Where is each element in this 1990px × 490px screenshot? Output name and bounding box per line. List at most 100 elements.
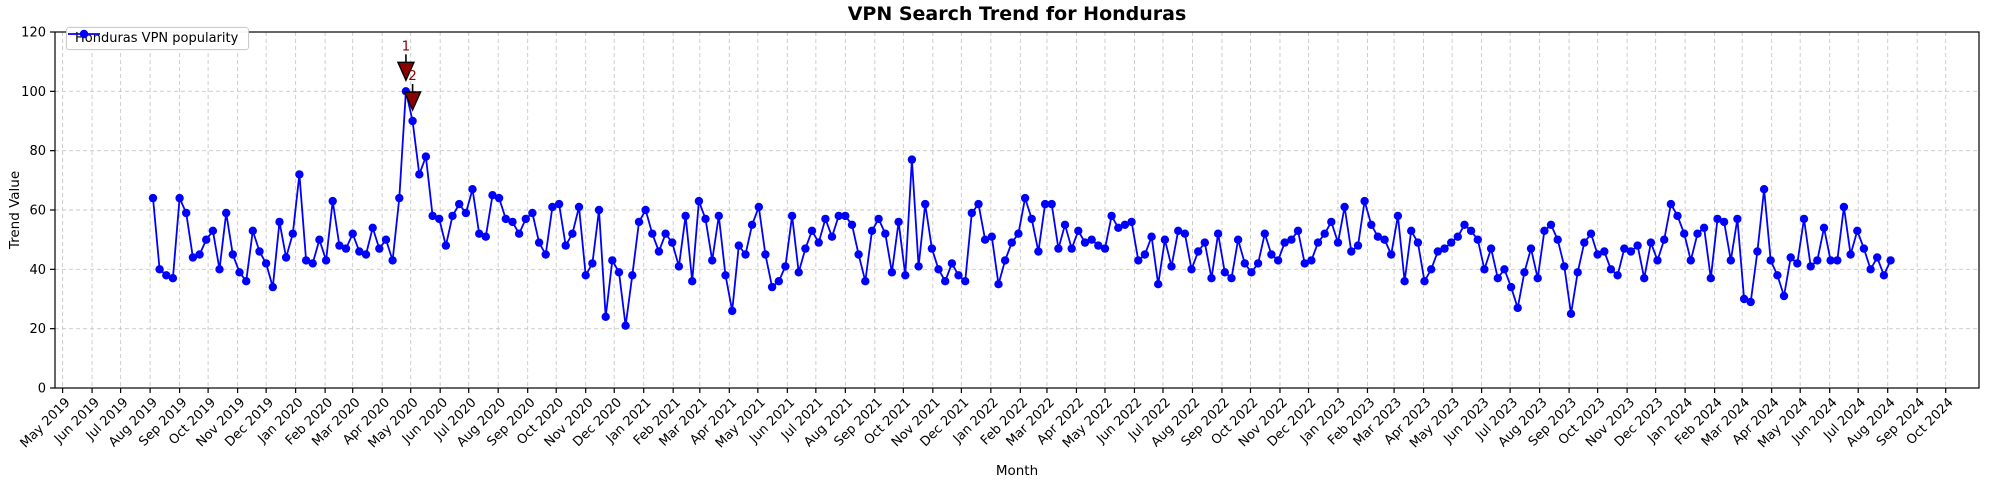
data-point [1373,232,1383,241]
grid-layer [55,31,1979,389]
data-point [774,277,783,286]
data-point [1080,238,1090,247]
data-point [1147,232,1156,241]
data-point [754,202,763,212]
data-point [528,208,537,218]
data-point [568,229,577,238]
data-point [1247,268,1256,277]
data-point [1220,268,1230,277]
data-point [1087,235,1096,244]
data-point [1353,241,1363,250]
data-point [1799,214,1809,224]
data-point [1333,238,1343,247]
y-tick-label: 40 [29,263,46,278]
data-point [1540,226,1549,235]
data-point [801,244,810,253]
data-point [1726,256,1736,265]
data-point [1473,235,1483,244]
data-point [1779,291,1789,301]
data-point [295,170,304,179]
data-point [1699,223,1709,232]
data-point [648,229,657,238]
data-point [368,223,377,232]
data-series-points [148,87,1895,330]
data-point [1253,259,1263,268]
data-point [1114,223,1123,232]
data-point [435,214,444,224]
data-point [1786,253,1795,262]
data-point [1826,256,1835,265]
data-point [861,277,870,286]
data-point [767,282,777,292]
data-point [548,202,557,212]
data-point [1360,196,1369,206]
y-tick-label: 20 [29,322,46,337]
data-point [1347,247,1356,256]
data-point [1813,256,1822,265]
data-point [288,229,297,238]
data-point [1154,280,1163,289]
data-point [248,226,257,235]
data-point [1486,244,1496,253]
data-point [308,259,317,268]
data-point [182,208,191,218]
data-point [1633,241,1642,250]
data-point [1580,238,1589,247]
data-point [155,265,164,274]
data-point [641,205,650,215]
data-point [1060,220,1070,229]
data-point [1660,235,1669,244]
data-point [1620,244,1629,253]
data-point [1207,274,1216,283]
data-point [1174,226,1183,235]
data-point [927,244,937,253]
data-point [148,193,158,203]
data-point [1100,244,1110,253]
data-point [681,211,690,221]
data-point [348,229,357,238]
data-point [1340,202,1349,212]
data-point [175,193,184,203]
data-point [914,262,923,271]
data-point [501,214,510,224]
data-point [1054,244,1063,253]
data-point [1506,282,1516,292]
data-point [961,277,970,286]
data-point [1859,244,1869,253]
data-point [1586,229,1596,238]
data-point [1447,238,1456,247]
data-point [1320,229,1329,238]
data-point [188,253,198,262]
data-point [1120,220,1130,229]
data-point [1413,238,1423,247]
data-point [1240,259,1250,268]
data-point [1886,256,1895,265]
data-point [301,256,311,265]
data-point [1034,247,1043,256]
data-point [375,244,384,253]
data-point [1719,217,1729,227]
data-point [1546,220,1556,229]
data-point [1706,274,1716,283]
data-point [668,238,677,247]
data-point [1127,217,1136,227]
data-point [494,193,504,203]
data-point [1273,256,1283,265]
data-point [1739,294,1749,304]
data-point [794,268,803,277]
data-point [361,250,371,259]
data-point [395,193,404,203]
data-point [608,256,617,265]
data-point [1160,235,1170,244]
data-point [1853,226,1862,235]
data-point [881,229,890,238]
data-point [1600,247,1609,256]
data-point [162,271,171,280]
data-point [901,271,910,280]
data-point [1819,223,1829,232]
data-point [1513,303,1522,313]
data-point [967,208,976,218]
data-point [1213,229,1223,238]
data-point [741,250,750,259]
